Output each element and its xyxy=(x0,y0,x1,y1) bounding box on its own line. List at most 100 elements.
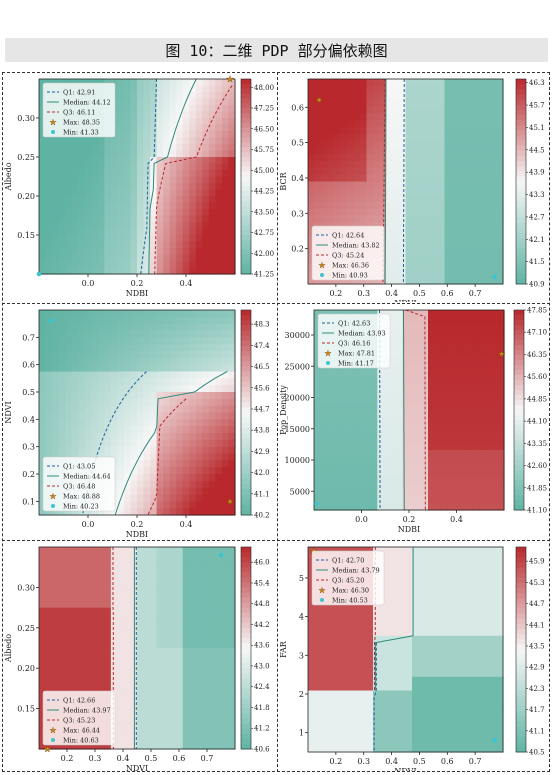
heatmap-cell xyxy=(202,241,210,249)
heatmap-cell xyxy=(117,261,125,269)
heatmap-cell xyxy=(373,92,381,101)
heatmap-cell xyxy=(65,446,73,455)
heatmap-cell xyxy=(110,446,118,455)
heatmap-cell xyxy=(163,621,171,629)
heatmap-cell xyxy=(215,357,223,366)
heatmap-cell xyxy=(409,430,416,438)
heatmap-cell xyxy=(418,113,426,121)
heatmap-cell xyxy=(428,416,435,424)
colorbar-tick-label: 48.00 xyxy=(254,84,274,92)
heatmap-cell xyxy=(396,423,404,431)
heatmap-cell xyxy=(78,560,86,568)
heatmap-cell xyxy=(491,403,499,411)
heatmap-cell xyxy=(97,371,105,379)
heatmap-cell xyxy=(447,376,454,384)
heatmap-cell xyxy=(189,508,197,516)
heatmap-cell xyxy=(117,98,125,106)
heatmap-cell xyxy=(358,390,366,398)
heatmap-cell xyxy=(97,364,105,373)
heatmap-cell xyxy=(163,222,171,230)
heatmap-cell xyxy=(485,436,492,444)
heatmap-cell xyxy=(215,567,223,575)
heatmap-cell xyxy=(202,567,210,575)
heatmap-cell xyxy=(39,494,47,502)
heatmap-cell xyxy=(215,176,223,184)
heatmap-cell xyxy=(483,229,491,237)
heatmap-cell xyxy=(169,261,177,269)
heatmap-cell xyxy=(360,126,368,135)
heatmap-cell xyxy=(491,430,499,438)
heatmap-cell xyxy=(390,470,397,478)
heatmap-cell xyxy=(453,470,461,478)
heatmap-cell xyxy=(221,439,230,448)
heatmap-cell xyxy=(347,85,355,94)
heatmap-cell xyxy=(440,390,448,398)
colorbar-segment xyxy=(241,632,251,639)
heatmap-cell xyxy=(182,111,190,119)
heatmap-cell xyxy=(434,456,442,464)
heatmap-cell xyxy=(182,364,190,373)
heatmap-cell xyxy=(182,722,190,730)
heatmap-cell xyxy=(457,161,465,169)
heatmap-cell xyxy=(84,310,92,318)
heatmap-cell xyxy=(65,310,73,318)
heatmap-cell xyxy=(71,560,79,568)
heatmap-cell xyxy=(470,126,478,135)
heatmap-cell xyxy=(130,439,138,448)
heatmap-cell xyxy=(396,483,404,491)
heatmap-cell xyxy=(321,126,329,135)
heatmap-cell xyxy=(143,371,151,379)
heatmap-cell xyxy=(91,267,99,275)
heatmap-cell xyxy=(353,85,361,94)
heatmap-cell xyxy=(459,376,467,384)
heatmap-cell xyxy=(39,105,47,113)
colorbar-segment xyxy=(516,120,526,126)
heatmap-cell xyxy=(353,147,361,155)
heatmap-cell xyxy=(91,681,99,689)
heatmap-cell xyxy=(39,235,47,243)
heatmap-cell xyxy=(143,79,151,87)
heatmap-cell xyxy=(110,587,118,595)
heatmap-cell xyxy=(396,383,404,391)
heatmap-cell xyxy=(483,243,491,251)
heatmap-cell xyxy=(110,654,118,663)
heatmap-cell xyxy=(189,92,197,100)
heatmap-cell xyxy=(360,161,368,169)
heatmap-cell xyxy=(189,728,197,737)
heatmap-cell xyxy=(110,661,118,669)
heatmap-cell xyxy=(156,202,164,210)
heatmap-cell xyxy=(390,323,397,331)
heatmap-cell xyxy=(202,641,210,649)
heatmap-cell xyxy=(373,85,381,94)
heatmap-cell xyxy=(182,494,190,502)
heatmap-cell xyxy=(52,634,60,642)
heatmap-cell xyxy=(496,249,504,258)
heatmap-cell xyxy=(182,641,190,649)
heatmap-cell xyxy=(169,183,177,191)
heatmap-cell xyxy=(150,614,158,622)
heatmap-cell xyxy=(150,553,158,562)
heatmap-cell xyxy=(366,174,374,183)
heatmap-cell xyxy=(440,350,448,358)
heatmap-cell xyxy=(478,336,486,344)
heatmap-cell xyxy=(221,222,230,230)
heatmap-cell xyxy=(189,248,197,256)
heatmap-cell xyxy=(71,614,79,622)
heatmap-cell xyxy=(472,336,480,344)
heatmap-cell xyxy=(399,243,407,251)
heatmap-cell xyxy=(402,416,410,424)
heatmap-cell xyxy=(156,688,164,696)
heatmap-cell xyxy=(202,681,210,689)
heatmap-cell xyxy=(215,460,223,468)
heatmap-cell xyxy=(202,189,210,197)
heatmap-cell xyxy=(208,460,216,468)
heatmap-cell xyxy=(176,419,184,427)
colorbar-segment xyxy=(516,114,526,121)
heatmap-cell xyxy=(189,480,197,489)
heatmap-cell xyxy=(483,126,491,135)
heatmap-cell xyxy=(434,450,442,458)
heatmap-cell xyxy=(45,337,53,345)
heatmap-cell xyxy=(228,728,236,737)
heatmap-cell xyxy=(65,235,73,243)
colorbar-segment xyxy=(514,350,524,356)
